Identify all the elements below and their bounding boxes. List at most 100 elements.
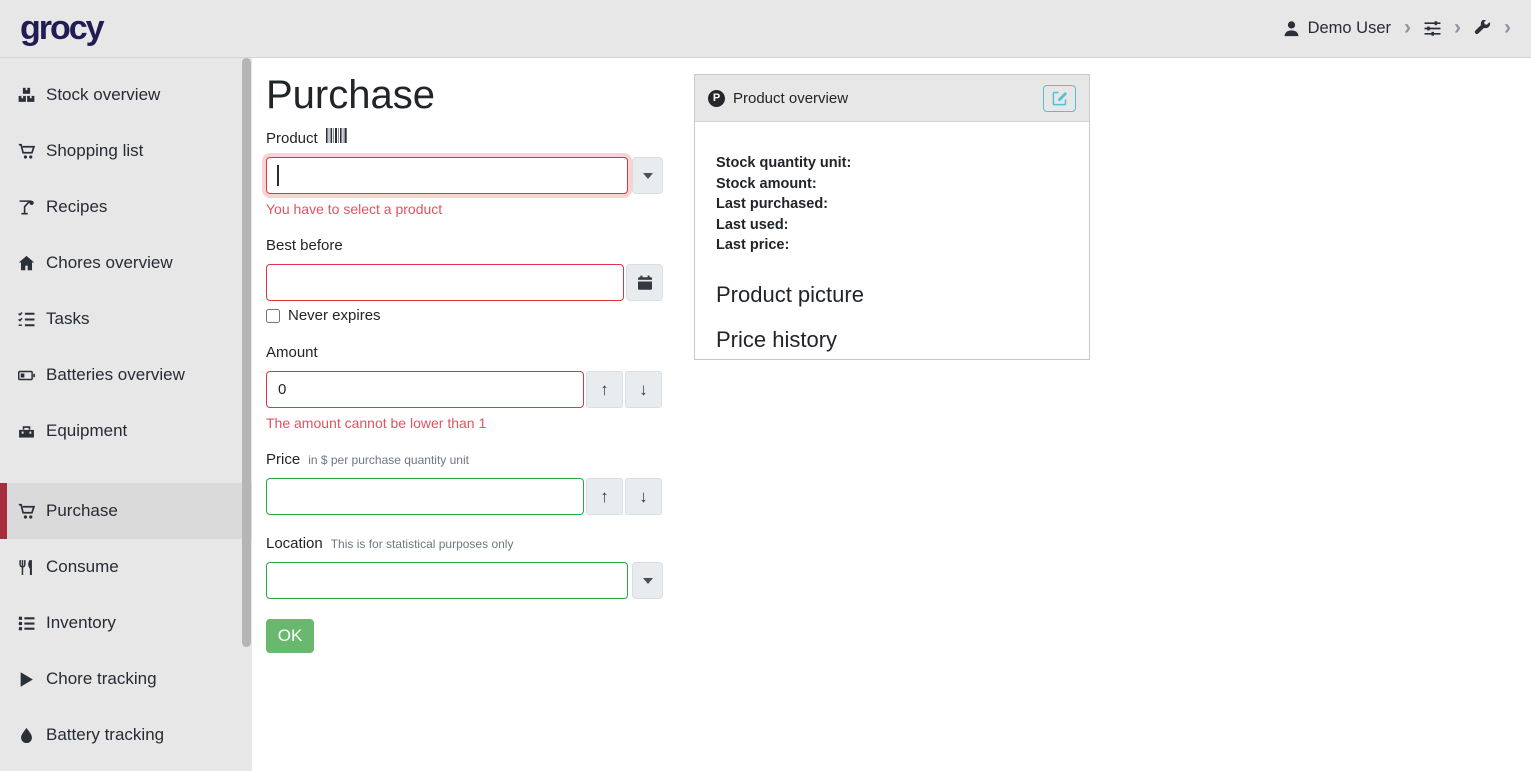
sidebar-item-tasks[interactable]: Tasks [0,291,252,347]
never-expires-checkbox[interactable] [266,308,280,323]
location-input[interactable] [266,562,628,599]
stock-amount-label: Stock amount: [716,175,817,192]
utensils-icon [18,559,35,576]
home-icon [18,255,35,272]
sidebar-item-label: Chores overview [46,253,173,272]
product-picture-heading: Product picture [716,281,864,307]
shopping-cart-icon [18,143,35,160]
last-used-label: Last used: [716,216,789,233]
sidebar-item-inventory[interactable]: Inventory [0,595,252,651]
edit-icon [1052,90,1068,106]
caret-down-icon [642,577,653,584]
sidebar-item-label: Stock overview [46,85,161,104]
price-input[interactable] [266,478,584,515]
sidebar-item-purchase[interactable]: Purchase [0,483,252,539]
header-menu: Demo User › › › [1283,17,1511,41]
product-group: Product You have to select a product [266,128,666,217]
stock-quantity-unit-label: Stock quantity unit: [716,155,852,171]
price-label: Price [266,451,301,468]
chevron-right-icon[interactable]: › [1404,15,1411,39]
sidebar-item-batteries-overview[interactable]: Batteries overview [0,347,252,403]
boxes-icon [18,87,35,104]
product-dropdown-button[interactable] [632,157,663,194]
sliders-icon [1424,20,1441,37]
purchase-form: Purchase Product [266,58,666,653]
grocy-logo[interactable]: grocy [20,9,105,47]
amount-label: Amount [266,344,318,361]
best-before-input[interactable] [266,264,624,301]
sidebar-item-recipes[interactable]: Recipes [0,179,252,235]
user-icon [1283,20,1300,37]
barcode-icon[interactable] [325,128,348,143]
tasks-icon [18,311,35,328]
sidebar-item-label: Shopping list [46,141,144,160]
location-dropdown-button[interactable] [632,562,663,599]
shopping-cart-icon [18,503,35,520]
price-increase-button[interactable]: ↑ [586,478,623,515]
product-overview-title: Product overview [733,89,849,107]
wrench-icon [1474,20,1491,37]
arrow-down-icon: ↓ [639,486,648,506]
user-name: Demo User [1307,19,1391,37]
price-group: Price in $ per purchase quantity unit ↑ … [266,451,666,515]
sidebar: Stock overview Shopping list Recipes Cho… [0,58,252,771]
sidebar-item-equipment[interactable]: Equipment [0,403,252,459]
amount-input[interactable] [266,371,584,408]
ok-button[interactable]: OK [266,619,314,653]
amount-group: Amount ↑ ↓ The amount cannot be lower th… [266,344,666,431]
text-cursor [277,165,279,186]
product-input[interactable] [266,157,628,194]
product-icon: P [708,89,725,107]
chevron-right-icon[interactable]: › [1454,15,1461,39]
sidebar-item-label: Inventory [46,613,116,632]
product-error: You have to select a product [266,201,443,217]
top-header: grocy Demo User › › › [0,0,1531,58]
product-label: Product [266,130,318,147]
calendar-button[interactable] [626,264,663,301]
price-decrease-button[interactable]: ↓ [625,478,662,515]
main-content: Purchase Product [252,58,1531,771]
settings-menu[interactable] [1424,20,1441,37]
amount-increase-button[interactable]: ↑ [586,371,623,408]
arrow-down-icon: ↓ [639,379,648,399]
sidebar-item-consume[interactable]: Consume [0,539,252,595]
amount-decrease-button[interactable]: ↓ [625,371,662,408]
chevron-right-icon[interactable]: › [1504,15,1511,39]
cocktail-icon [18,199,35,216]
location-hint: This is for statistical purposes only [330,537,514,551]
sidebar-item-chore-tracking[interactable]: Chore tracking [0,651,252,707]
product-overview-body: Stock quantity unit: Stock amount: Last … [695,122,1089,353]
play-icon [18,671,35,688]
sidebar-item-shopping-list[interactable]: Shopping list [0,123,252,179]
sidebar-item-label: Tasks [46,309,90,328]
sidebar-item-label: Chore tracking [46,669,157,688]
best-before-label: Best before [266,237,343,254]
price-hint: in $ per purchase quantity unit [308,453,469,467]
page-title: Purchase [266,73,435,117]
sidebar-item-stock-overview[interactable]: Stock overview [0,67,252,123]
user-menu[interactable]: Demo User [1283,19,1391,38]
sidebar-item-label: Battery tracking [46,725,165,744]
sidebar-item-chores-overview[interactable]: Chores overview [0,235,252,291]
sidebar-item-label: Equipment [46,421,128,440]
sidebar-item-label: Purchase [46,501,118,520]
amount-error: The amount cannot be lower than 1 [266,415,487,431]
location-label: Location [266,535,323,552]
sidebar-item-battery-tracking[interactable]: Battery tracking [0,707,252,763]
edit-product-button[interactable] [1043,84,1076,112]
sidebar-scrollbar[interactable] [242,58,251,647]
admin-menu[interactable] [1474,20,1491,37]
sidebar-item-label: Batteries overview [46,365,185,384]
last-purchased-label: Last purchased: [716,196,828,212]
product-overview-card: P Product overview Stock quantity unit: … [694,74,1090,360]
list-icon [18,615,35,632]
best-before-group: Best before Never expires [266,237,666,324]
arrow-up-icon: ↑ [600,379,609,399]
sidebar-item-label: Consume [46,557,119,576]
toolbox-icon [18,423,35,440]
sidebar-item-label: Recipes [46,197,108,216]
droplet-icon [18,727,35,744]
product-overview-header: P Product overview [695,75,1089,122]
battery-icon [18,367,35,384]
never-expires-label: Never expires [288,307,381,324]
